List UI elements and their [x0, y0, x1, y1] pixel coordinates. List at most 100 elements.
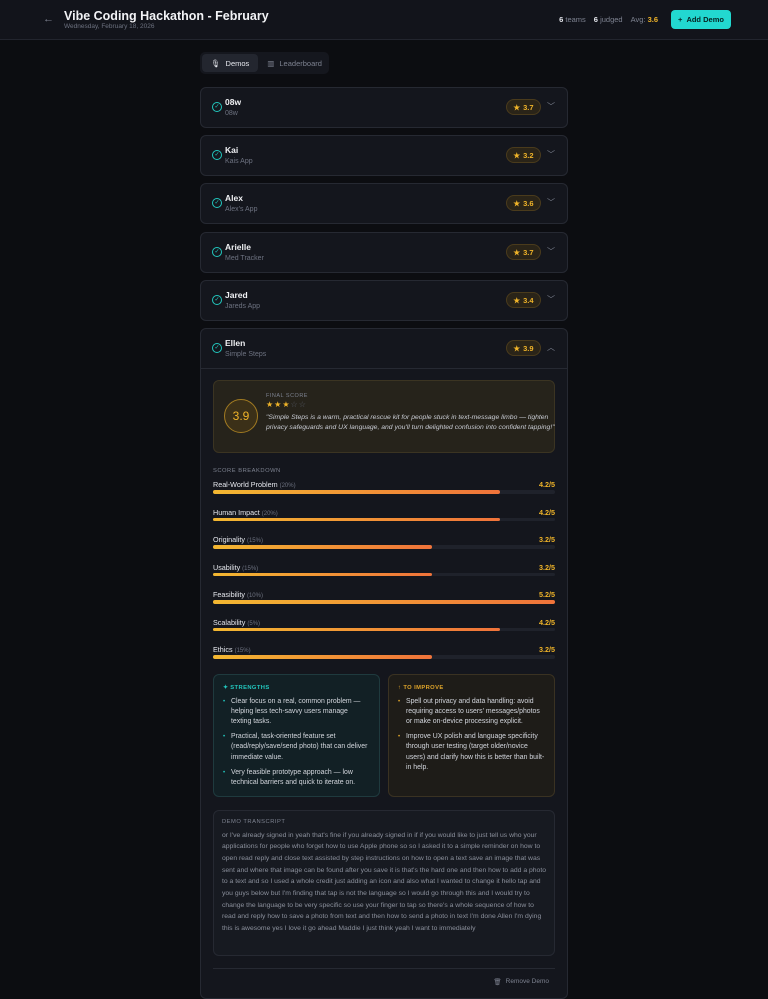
- team-name: Kai: [225, 145, 239, 155]
- demo-card: ✓ Arielle Med Tracker ★ 3.7 ﹀: [200, 232, 568, 273]
- star-empty-icon: ☆: [290, 400, 299, 409]
- judged-count: 6: [593, 15, 598, 24]
- score-bar-fill: [213, 655, 432, 659]
- app-name: Alex's App: [225, 206, 258, 213]
- score-badge: ★ 3.4: [506, 292, 541, 308]
- criterion-name: Human Impact: [213, 507, 260, 517]
- score-bar-fill: [213, 572, 432, 576]
- star-icon: ★: [513, 295, 521, 305]
- star-icon: ★: [513, 247, 521, 257]
- app-name: Simple Steps: [225, 351, 267, 358]
- improve-item: Improve UX polish and language specifici…: [398, 732, 545, 773]
- star-icon: ★: [513, 343, 521, 353]
- demo-card: ✓ Ellen Simple Steps ★ 3.9 ︿ 3.9 FINAL SC…: [200, 328, 568, 999]
- score-badge: ★ 3.7: [506, 99, 541, 115]
- demo-card-header[interactable]: ✓ Arielle Med Tracker ★ 3.7 ﹀: [201, 233, 567, 272]
- team-name: Alex: [225, 193, 243, 203]
- improve-panel: ↑ TO IMPROVESpell out privacy and data h…: [388, 673, 555, 797]
- demo-card: ✓ 08w 08w ★ 3.7 ﹀: [200, 87, 568, 128]
- demo-card: ✓ Jared Jareds App ★ 3.4 ﹀: [200, 280, 568, 321]
- team-name: Ellen: [225, 338, 246, 348]
- score-badge: ★ 3.9: [506, 340, 541, 356]
- strengths-item: Very feasible prototype approach — low t…: [223, 768, 370, 788]
- chevron-down-icon[interactable]: ﹀: [547, 247, 555, 256]
- chevron-down-icon[interactable]: ﹀: [547, 295, 555, 304]
- plus-icon: +: [678, 15, 683, 24]
- improve-item: Spell out privacy and data handling: avo…: [398, 697, 545, 728]
- sparkle-icon: ✦: [223, 684, 229, 691]
- criterion-weight: (20%): [261, 510, 278, 517]
- demo-card: ✓ Kai Kais App ★ 3.2 ﹀: [200, 135, 568, 176]
- demo-details: 3.9 FINAL SCORE ★★★☆☆ "Simple Steps is a…: [201, 368, 567, 998]
- stats: 6 teams 6 judged Avg: 3.6: [559, 15, 658, 24]
- criterion-weight: (15%): [242, 565, 259, 572]
- star-rating: ★★★☆☆: [266, 400, 307, 409]
- star-filled-icon: ★: [282, 400, 291, 409]
- check-circle-icon: ✓: [212, 102, 222, 112]
- final-score-panel: 3.9 FINAL SCORE ★★★☆☆ "Simple Steps is a…: [213, 380, 555, 453]
- score-bar-track: [213, 572, 555, 576]
- app-name: Med Tracker: [225, 255, 264, 262]
- check-circle-icon: ✓: [212, 198, 222, 208]
- criterion-score: 3.2/5: [539, 535, 555, 544]
- check-circle-icon: ✓: [212, 247, 222, 257]
- criterion-row: Human Impact (20%) 4.2/5: [213, 508, 555, 530]
- judged-label: judged: [600, 15, 623, 24]
- header: ← Vibe Coding Hackathon - February Wedne…: [0, 0, 768, 40]
- strengths-item: Practical, task-oriented feature set (re…: [223, 732, 370, 763]
- star-icon: ★: [513, 198, 521, 208]
- tab-demos[interactable]: 🎙︎ Demos: [202, 54, 259, 72]
- criterion-weight: (5%): [247, 620, 261, 627]
- teams-label: teams: [565, 15, 586, 24]
- chevron-down-icon[interactable]: ﹀: [547, 102, 555, 111]
- transcript-label: DEMO TRANSCRIPT: [222, 818, 286, 825]
- star-icon: ★: [513, 102, 521, 112]
- transcript-text: or I've already signed in yeah that's fi…: [222, 831, 546, 933]
- demo-card-header[interactable]: ✓ Alex Alex's App ★ 3.6 ﹀: [201, 184, 567, 223]
- chevron-up-icon[interactable]: ︿: [547, 343, 555, 352]
- criterion-row: Originality (15%) 3.2/5: [213, 535, 555, 557]
- criterion-score: 5.2/5: [539, 590, 555, 599]
- criterion-weight: (20%): [279, 483, 296, 489]
- star-empty-icon: ☆: [298, 400, 307, 409]
- final-score-label: FINAL SCORE: [266, 393, 308, 399]
- demo-card: ✓ Alex Alex's App ★ 3.6 ﹀: [200, 183, 568, 224]
- score-bar-track: [213, 627, 555, 631]
- app-name: Jareds App: [225, 303, 261, 310]
- demo-card-header[interactable]: ✓ Ellen Simple Steps ★ 3.9 ︿: [201, 329, 567, 368]
- criterion-row: Real-World Problem (20%) 4.2/5: [213, 480, 555, 502]
- score-badge: ★ 3.7: [506, 244, 541, 260]
- star-icon: ★: [513, 150, 521, 160]
- avg-label: Avg:: [630, 15, 646, 24]
- score-bar-track: [213, 490, 555, 494]
- score-badge: ★ 3.2: [506, 147, 541, 163]
- demo-card-header[interactable]: ✓ Kai Kais App ★ 3.2 ﹀: [201, 136, 567, 175]
- back-arrow-icon[interactable]: ←: [43, 13, 54, 25]
- criterion-name: Ethics: [213, 645, 233, 654]
- criterion-name: Originality: [213, 535, 245, 544]
- breakdown-label: SCORE BREAKDOWN: [213, 468, 281, 474]
- score-bar-track: [213, 655, 555, 659]
- criterion-name: Scalability: [213, 617, 246, 627]
- demo-card-header[interactable]: ✓ Jared Jareds App ★ 3.4 ﹀: [201, 281, 567, 320]
- transcript-panel: DEMO TRANSCRIPT or I've already signed in…: [213, 809, 555, 956]
- chevron-down-icon[interactable]: ﹀: [547, 198, 555, 207]
- criterion-name: Real-World Problem: [213, 480, 278, 489]
- strengths-item: Clear focus on a real, common problem — …: [223, 697, 370, 728]
- check-circle-icon: ✓: [212, 295, 222, 305]
- add-demo-button[interactable]: + Add Demo: [671, 10, 731, 29]
- arrow-up-icon: ↑: [398, 684, 402, 691]
- chevron-down-icon[interactable]: ﹀: [547, 150, 555, 159]
- page-title: Vibe Coding Hackathon - February: [64, 9, 269, 23]
- score-bar-fill: [213, 490, 501, 494]
- tab-leaderboard[interactable]: ▥ Leaderboard: [267, 58, 322, 68]
- criterion-score: 4.2/5: [539, 617, 555, 627]
- microphone-icon: 🎙︎: [211, 58, 221, 68]
- criterion-name: Feasibility: [213, 590, 245, 599]
- team-name: 08w: [225, 97, 242, 107]
- criterion-score: 3.2/5: [539, 645, 555, 654]
- criterion-score: 3.2/5: [539, 562, 555, 572]
- criterion-name: Usability: [213, 562, 241, 572]
- criterion-score: 4.2/5: [539, 507, 555, 517]
- demo-card-header[interactable]: ✓ 08w 08w ★ 3.7 ﹀: [201, 88, 567, 127]
